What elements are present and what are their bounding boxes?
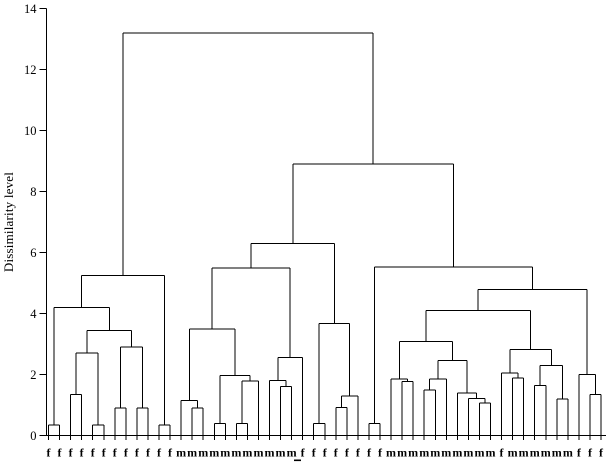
leaf-label: m — [508, 446, 518, 460]
leaf-label: f — [301, 446, 306, 460]
leaf-label: m — [187, 446, 197, 460]
leaf-label: m — [220, 446, 230, 460]
leaf-label: f — [168, 446, 173, 460]
leaf-label: m — [474, 446, 484, 460]
y-tick-label: 4 — [30, 307, 37, 321]
leaf-label: m — [530, 446, 540, 460]
leaf-label: f — [367, 446, 372, 460]
leaf-label: f — [135, 446, 140, 460]
leaf-label: m — [386, 446, 396, 460]
leaf-label: f — [113, 446, 118, 460]
leaf-label: m — [441, 446, 451, 460]
leaf-label: f — [102, 446, 107, 460]
leaf-label: m — [198, 446, 208, 460]
leaf-label: m — [486, 446, 496, 460]
y-tick-label: 2 — [30, 368, 36, 382]
y-tick-label: 0 — [30, 429, 36, 443]
leaf-label: f — [334, 446, 339, 460]
dendrogram-lines — [39, 8, 606, 440]
leaf-label: m — [408, 446, 418, 460]
leaf-label: f — [69, 446, 74, 460]
leaf-label: f — [157, 446, 162, 460]
leaf-label: f — [58, 446, 63, 460]
leaf-label: m — [430, 446, 440, 460]
leaf-label: m — [419, 446, 429, 460]
leaf-label: f — [47, 446, 52, 460]
leaf-label: m — [265, 446, 275, 460]
leaf-label: m — [242, 446, 252, 460]
leaf-label: f — [323, 446, 328, 460]
leaf-label: m — [287, 446, 297, 460]
leaf-label: m — [463, 446, 473, 460]
leaf-label: f — [588, 446, 593, 460]
leaf-label: f — [80, 446, 85, 460]
leaf-label: m — [231, 446, 241, 460]
leaf-label: f — [345, 446, 350, 460]
leaf-label: f — [124, 446, 129, 460]
leaf-label: f — [146, 446, 151, 460]
leaf-label: m — [563, 446, 573, 460]
leaf-label: m — [276, 446, 286, 460]
leaf-label: m — [541, 446, 551, 460]
leaf-label: f — [378, 446, 383, 460]
y-tick-label: 10 — [24, 124, 37, 138]
leaf-label: f — [91, 446, 96, 460]
leaf-label: f — [312, 446, 317, 460]
leaf-label: m — [176, 446, 186, 460]
y-tick-label: 8 — [30, 185, 36, 199]
leaf-label: f — [500, 446, 505, 460]
y-tick-label: 14 — [24, 2, 37, 16]
y-tick-label: 12 — [24, 63, 37, 77]
leaf-label: f — [356, 446, 361, 460]
y-tick-label: 6 — [30, 246, 36, 260]
leaf-label: m — [253, 446, 263, 460]
leaf-label: m — [452, 446, 462, 460]
leaf-label: f — [599, 446, 604, 460]
footnote-dash — [294, 459, 301, 462]
leaf-label: m — [519, 446, 529, 460]
leaf-label: m — [397, 446, 407, 460]
leaf-label: f — [577, 446, 582, 460]
leaf-label: m — [209, 446, 219, 460]
leaf-label: m — [552, 446, 562, 460]
